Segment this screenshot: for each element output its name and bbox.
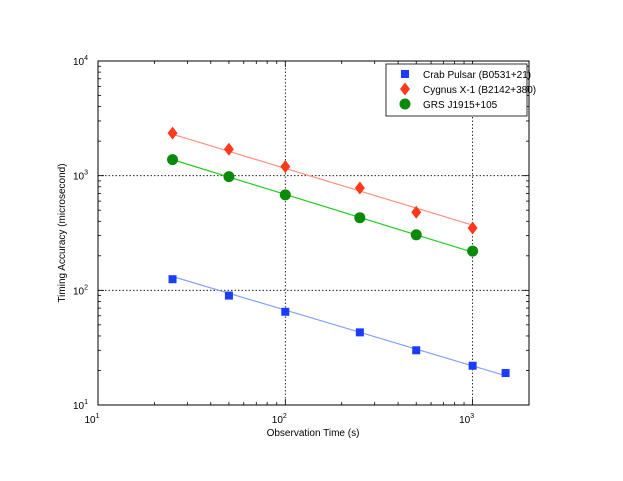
legend-label-1: Cygnus X-1 (B2142+380) (423, 85, 536, 96)
plot-area (98, 61, 529, 405)
fit-line-2 (172, 159, 473, 253)
plot-frame (97, 60, 530, 406)
data-point-s0-1 (224, 291, 233, 300)
data-point-s2-5 (467, 245, 479, 257)
y-tick-labels: 101 102 103 104 (73, 55, 88, 412)
legend: Crab Pulsar (B0531+21) Cygnus X-1 (B2142+… (385, 63, 536, 117)
y-tick-label: 101 (73, 399, 88, 412)
data-point-s1-2 (280, 160, 291, 174)
ticks (97, 60, 530, 406)
data-point-s2-2 (279, 189, 291, 201)
data-point-s1-5 (467, 221, 478, 235)
x-tick-label: 103 (459, 413, 474, 426)
x-tick-label: 102 (272, 413, 287, 426)
legend-label-2: GRS J1915+105 (423, 100, 498, 111)
data-point-s0-2 (281, 307, 290, 316)
fit-line-1 (172, 133, 473, 226)
data-point-s2-3 (354, 212, 366, 224)
data-point-s0-3 (355, 328, 364, 337)
data-points (167, 126, 510, 378)
y-tick-label: 102 (73, 284, 88, 297)
data-point-s2-4 (410, 229, 422, 241)
y-axis-label: Timing Accuracy (microsecond) (57, 163, 68, 302)
x-tick-label: 101 (84, 413, 99, 426)
legend-marker-2 (399, 98, 411, 110)
data-point-s1-1 (223, 142, 234, 156)
data-point-s1-3 (354, 181, 365, 195)
data-point-s0-6 (501, 369, 510, 378)
data-point-s1-4 (411, 205, 422, 219)
x-tick-labels: 101 102 103 (84, 413, 474, 426)
legend-marker-0 (401, 70, 409, 78)
legend-box (385, 63, 528, 117)
x-axis-label: Observation Time (s) (267, 428, 360, 439)
y-tick-label: 103 (73, 170, 88, 183)
data-point-s1-0 (167, 126, 178, 140)
legend-label-0: Crab Pulsar (B0531+21) (423, 70, 531, 81)
legend-marker-1 (400, 82, 410, 96)
y-tick-label: 104 (73, 55, 88, 68)
data-point-s0-0 (168, 275, 177, 284)
data-point-s0-5 (468, 361, 477, 370)
data-point-s2-0 (167, 154, 179, 166)
data-point-s2-1 (223, 171, 235, 183)
data-point-s0-4 (412, 346, 421, 355)
